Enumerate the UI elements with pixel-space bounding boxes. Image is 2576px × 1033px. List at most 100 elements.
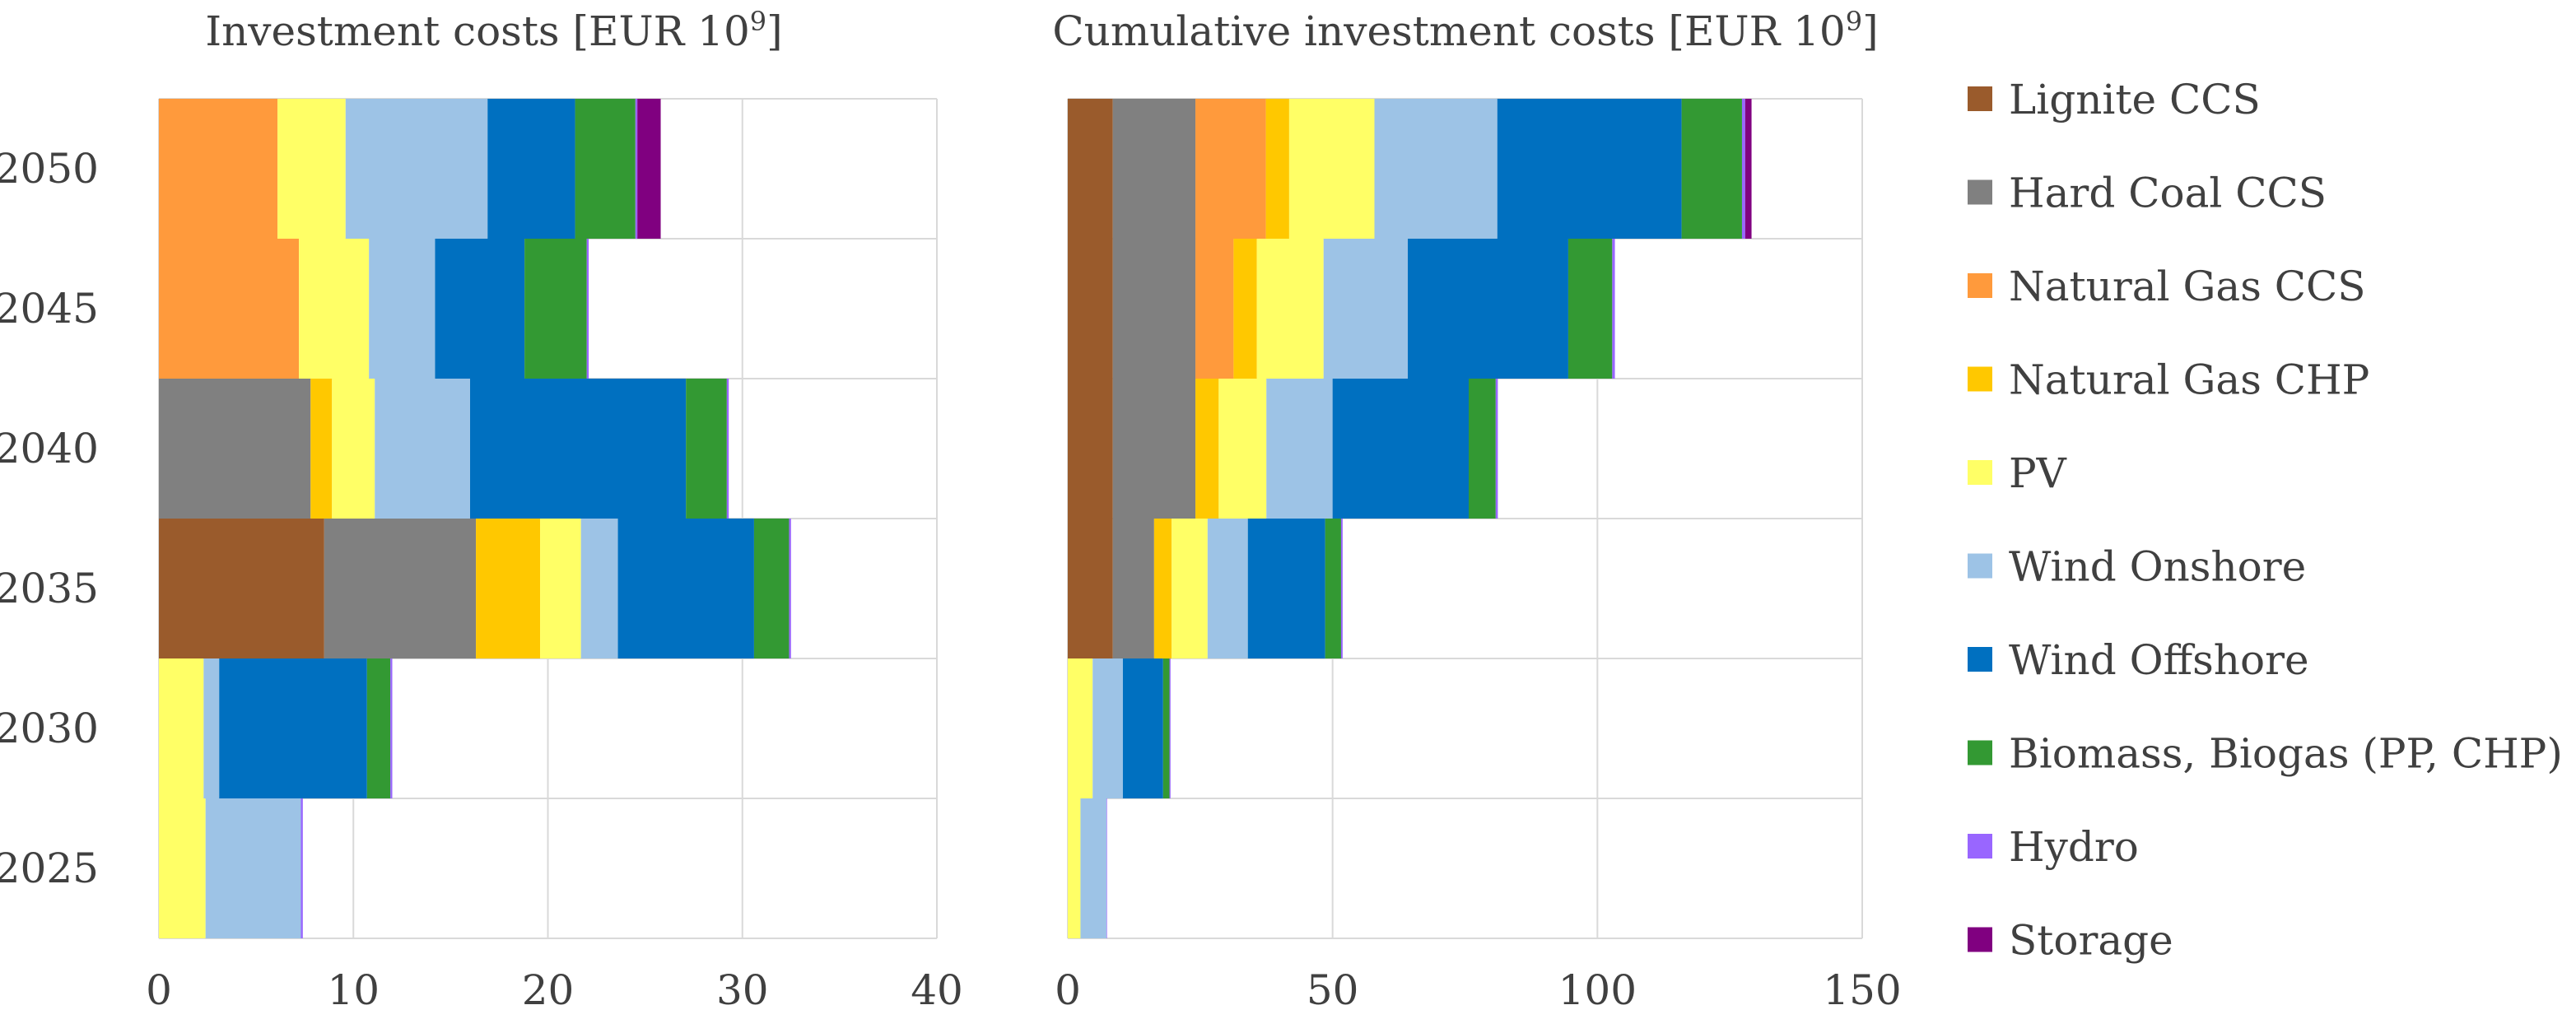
y-category-label-2040: 2040 <box>0 425 99 472</box>
left-chart-title-exponent: 9 <box>750 6 766 37</box>
legend-swatch-wind-offshore <box>1968 647 1992 672</box>
left-bar-2030-hydro <box>390 658 393 798</box>
left-bar-2025-hydro <box>300 798 303 938</box>
left-chart-title-main: Investment costs [EUR 10 <box>205 7 749 55</box>
right-bar-2040-biomass-biogas-pp-chp <box>1469 379 1496 519</box>
right-bar-2035-hydro <box>1340 519 1343 658</box>
right-bar-2040-wind-onshore <box>1266 379 1333 519</box>
right-bar-2045-biomass-biogas-pp-chp <box>1567 239 1613 379</box>
left-bar-2035-biomass-biogas-pp-chp <box>753 519 790 658</box>
left-bar-2025-wind-onshore <box>205 798 301 938</box>
left-bar-2045-natural-gas-ccs <box>159 239 300 379</box>
right-bar-2045-wind-offshore <box>1408 239 1568 379</box>
right-bar-2040-hard-coal-ccs <box>1112 379 1196 519</box>
left-bar-2035-hydro <box>789 519 791 658</box>
right-chart-title-exponent: 9 <box>1846 6 1862 37</box>
left-bar-2030-pv <box>159 658 204 798</box>
right-bar-2040-wind-offshore <box>1332 379 1470 519</box>
right-x-tick-label-50: 50 <box>1307 966 1359 1014</box>
left-bar-2025-pv <box>159 798 206 938</box>
legend-label-hard-coal-ccs: Hard Coal CCS <box>2009 170 2327 217</box>
legend-swatch-hydro <box>1968 834 1992 859</box>
left-bar-2035-pv <box>540 519 581 658</box>
right-bar-2045-natural-gas-ccs <box>1195 239 1234 379</box>
left-chart-title-end: ] <box>766 7 783 55</box>
right-bar-2050-natural-gas-chp <box>1265 99 1289 239</box>
right-chart-title-main: Cumulative investment costs [EUR 10 <box>1052 7 1845 55</box>
right-bar-2050-biomass-biogas-pp-chp <box>1681 99 1742 239</box>
right-bar-2050-storage <box>1745 99 1752 239</box>
left-bar-2035-hard-coal-ccs <box>324 519 477 658</box>
right-bar-2035-pv <box>1172 519 1208 658</box>
left-chart-title: Investment costs [EUR 109] <box>205 6 782 55</box>
right-bar-2030-pv <box>1068 658 1093 798</box>
left-bar-2050-pv <box>277 99 346 239</box>
left-bar-2035-natural-gas-chp <box>476 519 541 658</box>
right-bar-2035-hard-coal-ccs <box>1112 519 1154 658</box>
legend-label-natural-gas-chp: Natural Gas CHP <box>2009 356 2369 404</box>
right-bar-2025-wind-onshore <box>1080 798 1106 938</box>
right-x-tick-label-100: 100 <box>1558 966 1637 1014</box>
left-x-tick-label-10: 10 <box>327 966 380 1014</box>
left-bar-2050-biomass-biogas-pp-chp <box>575 99 636 239</box>
right-bar-2030-wind-onshore <box>1092 658 1123 798</box>
right-bar-2045-lignite-ccs <box>1068 239 1113 379</box>
right-bar-2030-biomass-biogas-pp-chp <box>1162 658 1170 798</box>
left-bar-2045-biomass-biogas-pp-chp <box>524 239 587 379</box>
left-bar-2050-wind-onshore <box>345 99 488 239</box>
legend-label-hydro: Hydro <box>2009 823 2139 871</box>
right-bar-2035-wind-offshore <box>1247 519 1325 658</box>
left-bar-2035-wind-onshore <box>580 519 618 658</box>
right-bar-2050-wind-onshore <box>1374 99 1498 239</box>
right-bar-2035-lignite-ccs <box>1068 519 1113 658</box>
left-bar-2045-pv <box>299 239 370 379</box>
right-bar-2025-pv <box>1068 798 1081 938</box>
right-bar-2040-hydro <box>1495 379 1498 519</box>
legend-swatch-lignite-ccs <box>1968 86 1992 111</box>
right-bar-2025-hydro <box>1106 798 1107 938</box>
legend-swatch-natural-gas-chp <box>1968 366 1992 392</box>
left-x-tick-label-0: 0 <box>146 966 172 1014</box>
legend-label-natural-gas-ccs: Natural Gas CCS <box>2009 263 2366 310</box>
left-bar-2030-wind-onshore <box>203 658 220 798</box>
legend-label-lignite-ccs: Lignite CCS <box>2009 76 2261 123</box>
right-bar-2035-wind-onshore <box>1207 519 1248 658</box>
legend-swatch-biomass-biogas-pp-chp <box>1968 740 1992 765</box>
left-bar-2040-natural-gas-chp <box>310 379 333 519</box>
legend-swatch-pv <box>1968 460 1992 485</box>
legend-swatch-natural-gas-ccs <box>1968 273 1992 298</box>
right-bar-2045-pv <box>1256 239 1324 379</box>
left-bar-2030-wind-offshore <box>219 658 367 798</box>
left-bar-2045-wind-onshore <box>369 239 436 379</box>
legend-swatch-storage <box>1968 927 1992 952</box>
legend-label-wind-offshore: Wind Offshore <box>2009 636 2309 684</box>
left-bar-2035-wind-offshore <box>617 519 754 658</box>
right-bar-2045-natural-gas-chp <box>1233 239 1257 379</box>
left-x-tick-label-30: 30 <box>716 966 769 1014</box>
left-bar-2045-hydro <box>586 239 589 379</box>
y-category-label-2025: 2025 <box>0 845 99 892</box>
right-bar-2050-natural-gas-ccs <box>1195 99 1266 239</box>
legend-label-storage: Storage <box>2009 917 2173 965</box>
right-x-tick-label-150: 150 <box>1823 966 1901 1014</box>
chart-legend: Lignite CCS Hard Coal CCS Natural Gas CCS N… <box>1968 76 2563 965</box>
right-bar-2050-hard-coal-ccs <box>1112 99 1196 239</box>
legend-swatch-hard-coal-ccs <box>1968 179 1992 205</box>
y-category-label-2050: 2050 <box>0 145 99 193</box>
left-bar-2035-lignite-ccs <box>159 519 324 658</box>
right-bar-2050-hydro <box>1741 99 1745 239</box>
y-category-label-2030: 2030 <box>0 705 99 752</box>
right-bar-2050-wind-offshore <box>1497 99 1682 239</box>
left-bar-2050-hydro <box>635 99 638 239</box>
right-bar-2040-lignite-ccs <box>1068 379 1113 519</box>
right-chart-title: Cumulative investment costs [EUR 109] <box>1052 6 1878 55</box>
right-bar-2045-hydro <box>1612 239 1615 379</box>
right-bar-2045-wind-onshore <box>1323 239 1409 379</box>
left-bar-2040-biomass-biogas-pp-chp <box>686 379 727 519</box>
left-bar-2040-wind-onshore <box>375 379 470 519</box>
left-bar-2050-natural-gas-ccs <box>159 99 278 239</box>
right-x-tick-label-0: 0 <box>1055 966 1081 1014</box>
legend-swatch-wind-onshore <box>1968 553 1992 579</box>
right-bar-2035-natural-gas-chp <box>1153 519 1172 658</box>
